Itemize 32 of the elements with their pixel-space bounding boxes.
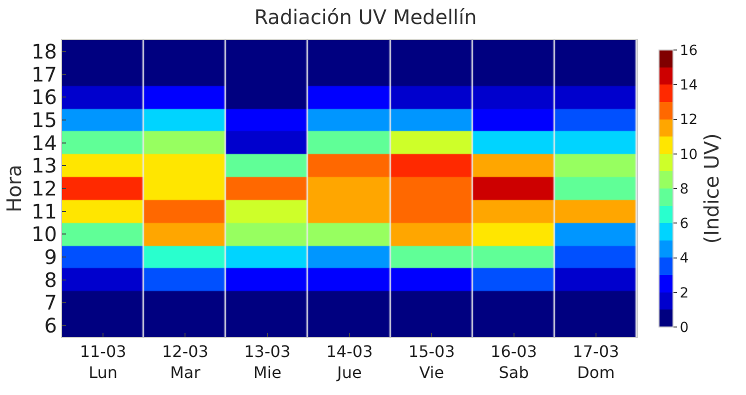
x-tick-label: 14-03 Jue xyxy=(326,342,373,382)
y-tick-label: 7 xyxy=(44,290,57,315)
y-tick-label: 6 xyxy=(44,314,57,338)
x-tick-label: 13-03 Mie xyxy=(244,342,291,382)
y-tick-label: 10 xyxy=(32,222,57,246)
color-bar-label: 8 xyxy=(680,181,689,198)
color-bar-label: 4 xyxy=(680,250,689,267)
y-tick-label: 12 xyxy=(32,176,57,200)
y-tick-label: 13 xyxy=(32,154,57,178)
y-tick-label: 14 xyxy=(32,130,57,155)
y-tick-label: 11 xyxy=(32,199,57,224)
color-bar-label: 14 xyxy=(680,78,698,94)
color-bar-label: 2 xyxy=(680,285,689,302)
color-bar-label: 12 xyxy=(680,112,698,128)
color-bar-label: 6 xyxy=(680,216,689,232)
chart-title: Radiación UV Medellín xyxy=(254,4,477,29)
color-bar-label: 10 xyxy=(680,146,698,163)
color-bar-label: 0 xyxy=(680,320,689,336)
x-tick-label: 16-03 Sab xyxy=(490,342,538,382)
x-tick-label: 17-03 Dom xyxy=(572,342,620,382)
y-tick-label: 18 xyxy=(32,39,57,64)
x-tick-label: 12-03 Mar xyxy=(162,342,208,382)
x-tick-label: 11-03 Lun xyxy=(80,342,126,382)
y-tick-label: 17 xyxy=(32,62,57,86)
color-bar-label: 16 xyxy=(680,42,698,59)
y-tick-label: 15 xyxy=(32,108,57,132)
y-tick-label: 16 xyxy=(32,85,57,110)
y-tick-label: 9 xyxy=(44,245,57,270)
y-axis-title: Hora xyxy=(2,164,26,212)
y-tick-label: 8 xyxy=(44,268,57,292)
color-bar-title: (Indice UV) xyxy=(700,133,724,244)
x-tick-label: 15-03 Vie xyxy=(408,342,455,382)
